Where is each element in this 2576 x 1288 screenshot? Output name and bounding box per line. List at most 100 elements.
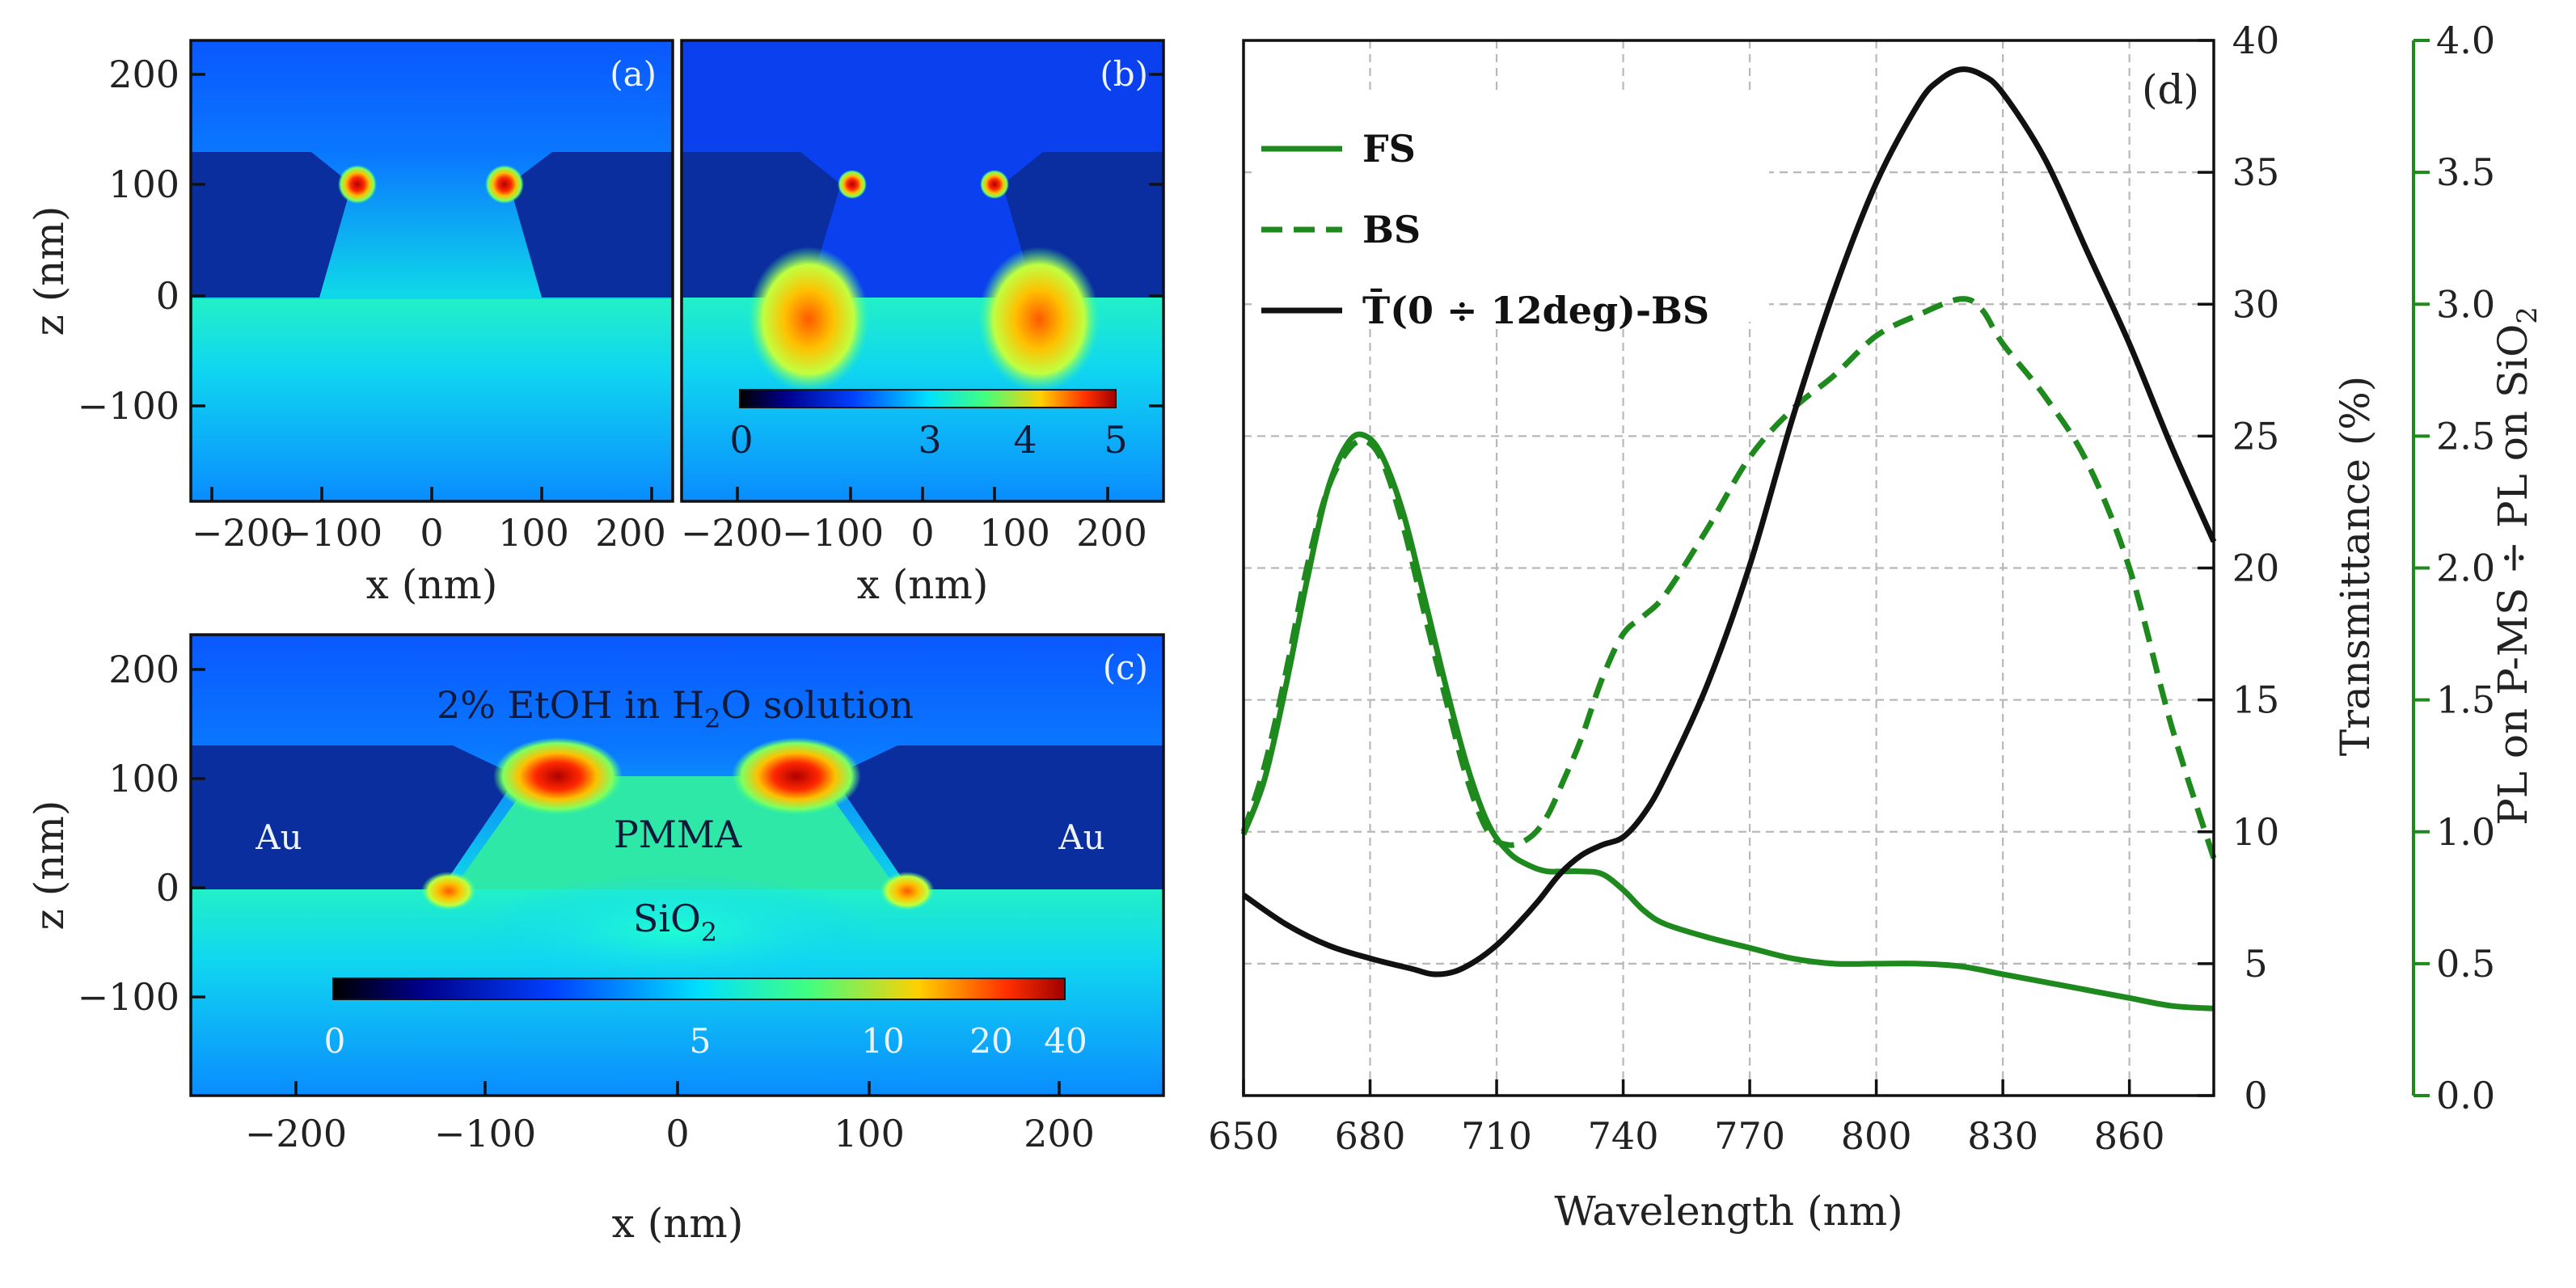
legend-box <box>1252 95 1769 322</box>
xtick-label-710: 710 <box>1461 1114 1532 1158</box>
panel-a-xtick-200: 200 <box>595 511 666 555</box>
panel-c-au-left-label: Au <box>255 817 302 857</box>
ytick-left-label-0: 0 <box>2244 1074 2267 1117</box>
ytick-right-label-0.0: 0.0 <box>2436 1074 2495 1117</box>
panel-b-cbar-tick-3: 3 <box>918 418 941 462</box>
panel-c-hotspot-left <box>493 737 623 815</box>
ytick-right-label-3.5: 3.5 <box>2436 150 2495 194</box>
panel-d-left-axis: 0 5 10 15 20 25 30 35 40 <box>2198 19 2279 1117</box>
panel-c-xlabel: x (nm) <box>612 1200 744 1247</box>
panel-c-edge-right <box>880 872 935 910</box>
legend-label-1: BS <box>1362 208 1421 251</box>
panel-c-xtick-m100: −100 <box>434 1112 536 1155</box>
panel-a-au-right <box>509 152 673 298</box>
panel-c-ylabel: z (nm) <box>26 800 73 931</box>
panel-b-xtick-100: 100 <box>979 511 1050 555</box>
panel-c-sio2-label: SiO2 <box>633 897 717 948</box>
panel-d-ylabel-left: Transmittance (%) <box>2332 376 2379 757</box>
panel-c-colorbar <box>332 978 1066 1000</box>
panel-b-xtick-m200: −200 <box>681 511 783 555</box>
ytick-left-label-20: 20 <box>2232 547 2280 590</box>
ytick-left-label-35: 35 <box>2232 150 2280 194</box>
panel-a-au-left <box>191 152 352 298</box>
panel-d-legend: FS BS T̄(0 ÷ 12deg)-BS <box>1252 95 1769 332</box>
series-line-bs <box>1240 296 2217 859</box>
panel-c: 2% EtOH in H2O solution Au Au PMMA SiO2 … <box>189 633 1165 1097</box>
panel-c-au-right-label: Au <box>1058 817 1104 857</box>
panel-a-xtick-100: 100 <box>498 511 569 555</box>
series-line-fs <box>1240 431 2215 1011</box>
panel-c-cbar-tick-5: 5 <box>690 1021 712 1061</box>
panel-c-hotspot-right <box>732 737 861 815</box>
panel-a-label: (a) <box>610 54 657 94</box>
panel-b: 0 3 4 5 (b) <box>680 39 1165 503</box>
panel-c-edge-left <box>421 872 476 910</box>
panel-d-right-axis: 0.0 0.5 1.0 1.5 2.0 2.5 3.0 3.5 4.0 <box>2412 19 2495 1117</box>
panel-a-substrate <box>191 299 673 501</box>
panel-a-ytick-200: 200 <box>108 53 179 96</box>
panel-a-xlabel: x (nm) <box>366 561 498 608</box>
panel-c-ytick-100: 100 <box>108 757 179 800</box>
panel-c-cbar-tick-0: 0 <box>324 1021 346 1061</box>
panel-b-cbar-tick-5: 5 <box>1104 418 1127 462</box>
panel-b-hotspot-left <box>748 247 869 392</box>
panel-c-ytick-m100: −100 <box>78 975 179 1019</box>
xtick-label-800: 800 <box>1841 1114 1912 1158</box>
ytick-right-label-4.0: 4.0 <box>2436 19 2495 62</box>
xtick-label-830: 830 <box>1967 1114 2038 1158</box>
panel-b-cbar-tick-4: 4 <box>1013 418 1037 462</box>
xtick-label-860: 860 <box>2094 1114 2165 1158</box>
panel-c-xtick-200: 200 <box>1024 1112 1095 1155</box>
ytick-left-label-5: 5 <box>2244 942 2267 986</box>
ytick-right-label-3.0: 3.0 <box>2436 282 2495 326</box>
panel-c-xtick-100: 100 <box>834 1112 905 1155</box>
panel-a-hotspot-right <box>485 165 524 204</box>
panel-b-tip-right <box>980 170 1009 199</box>
map-axes: 200 100 0 −100 z (nm) −200 −100 0 100 20… <box>26 53 1163 1247</box>
ytick-left-label-15: 15 <box>2232 678 2280 722</box>
panel-b-cbar-tick-0: 0 <box>729 418 753 462</box>
panel-c-cbar-tick-20: 20 <box>969 1021 1012 1061</box>
panel-b-tip-left <box>838 170 867 199</box>
panel-c-pmma-label: PMMA <box>614 813 742 856</box>
ytick-left-label-10: 10 <box>2232 810 2280 854</box>
panel-b-label: (b) <box>1100 54 1148 94</box>
xtick-label-770: 770 <box>1714 1114 1785 1158</box>
ytick-left-label-40: 40 <box>2232 19 2280 62</box>
panel-c-label: (c) <box>1103 648 1148 687</box>
ytick-right-label-1.0: 1.0 <box>2436 810 2495 854</box>
panel-a-xtick-0: 0 <box>420 511 443 555</box>
panel-b-colorbar <box>739 389 1117 408</box>
panel-a-ylabel: z (nm) <box>26 206 73 336</box>
xtick-label-680: 680 <box>1335 1114 1406 1158</box>
ytick-right-label-2.0: 2.0 <box>2436 547 2495 590</box>
panel-a: (a) <box>189 39 674 503</box>
ytick-right-label-1.5: 1.5 <box>2436 678 2495 722</box>
legend-label-0: FS <box>1362 127 1416 171</box>
panel-a-hotspot-left <box>338 165 377 204</box>
panel-b-hotspot-right <box>978 247 1100 392</box>
panel-d-xlabel: Wavelength (nm) <box>1554 1188 1902 1235</box>
ytick-left-label-25: 25 <box>2232 414 2280 458</box>
panel-d-chart: 0 5 10 15 20 25 30 35 40 0.0 0.5 1.0 1.5 2.0 2.5 3.0 3.… <box>1208 19 2544 1235</box>
panel-a-ytick-0: 0 <box>156 274 179 318</box>
panel-c-solution-annotation: 2% EtOH in H2O solution <box>437 683 914 734</box>
panel-c-ytick-200: 200 <box>108 648 179 691</box>
panel-c-xtick-0: 0 <box>665 1112 689 1155</box>
panel-d-ylabel-right: PL on P-MS ÷ PL on SiO2 <box>2489 306 2544 826</box>
panel-a-xtick-m200: −200 <box>192 511 293 555</box>
panel-c-cbar-tick-40: 40 <box>1044 1021 1087 1061</box>
ytick-left-label-30: 30 <box>2232 282 2280 326</box>
ytick-right-label-2.5: 2.5 <box>2436 414 2495 458</box>
xtick-label-650: 650 <box>1208 1114 1279 1158</box>
xtick-label-740: 740 <box>1588 1114 1659 1158</box>
panel-c-ytick-0: 0 <box>156 866 179 910</box>
ytick-right-label-0.5: 0.5 <box>2436 942 2495 986</box>
panel-c-au-left <box>191 745 517 889</box>
panel-c-cbar-tick-10: 10 <box>861 1021 904 1061</box>
panel-a-ytick-m100: −100 <box>78 384 179 428</box>
legend-label-2: T̄(0 ÷ 12deg)-BS <box>1362 288 1709 332</box>
series-line-t-deg-bs <box>1242 66 2217 978</box>
panel-d-label: (d) <box>2142 66 2199 113</box>
panel-c-xtick-m200: −200 <box>245 1112 347 1155</box>
